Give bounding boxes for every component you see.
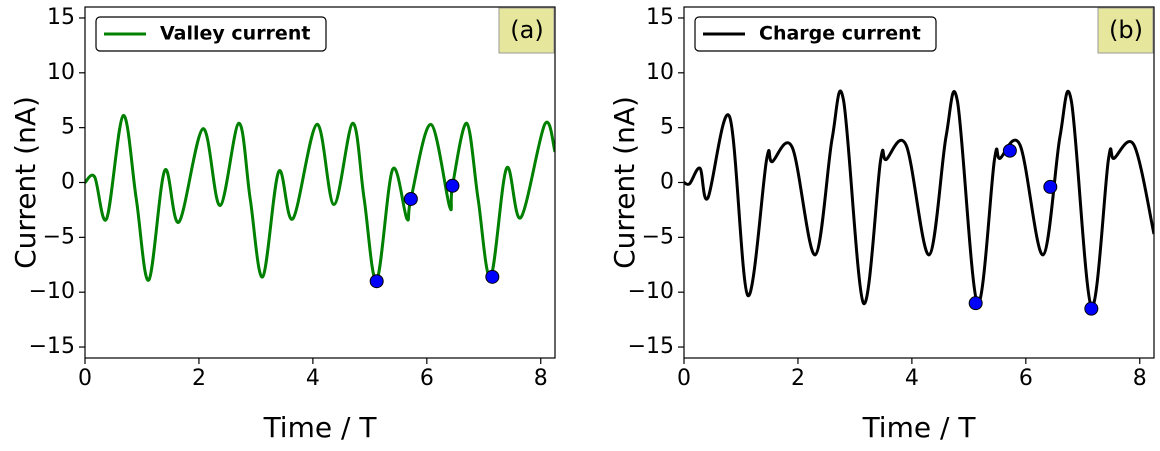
y-tick-label: 15 [646,5,674,30]
panel-label-box [1097,7,1154,54]
legend-box [95,16,327,52]
y-axis-label: Current (nA) [608,96,641,269]
y-tick-label: 5 [61,115,75,140]
x-axis-label: Time / T [862,411,977,444]
panel: −15 −10 −5 0 5 10 15 0 2 4 6 8 Valley current (a) Time… [9,5,556,444]
x-tick-label: 2 [791,366,805,391]
legend-label: Charge current [759,23,921,45]
marker [1084,301,1099,316]
panel-label: (a) [510,16,543,44]
x-tick-label: 0 [677,366,691,391]
y-tick-label: −15 [628,334,674,359]
y-tick-label: −10 [29,279,75,304]
x-tick-label: 0 [78,366,92,391]
marker [968,296,983,311]
y-tick-label: 10 [646,60,674,85]
marker [1002,143,1017,158]
data-line [85,114,555,282]
panel: −15 −10 −5 0 5 10 15 0 2 4 6 8 Charge current (b) Time… [608,5,1155,444]
legend-box [694,16,937,52]
legend-label: Valley current [160,23,310,45]
y-tick-label: 0 [660,170,674,195]
y-tick-label: −5 [642,224,674,249]
y-tick-label: −10 [628,279,674,304]
panel-label-box [498,7,555,54]
panel-label: (b) [1109,16,1143,44]
y-tick-label: −15 [29,334,75,359]
y-tick-label: 5 [660,115,674,140]
x-tick-label: 4 [905,366,919,391]
y-tick-label: −5 [43,224,75,249]
marker [1043,179,1058,194]
marker [369,274,384,289]
x-tick-label: 6 [1019,366,1033,391]
data-line [684,89,1154,308]
plot-frame [683,6,1155,359]
marker [445,178,460,193]
marker [403,191,418,206]
x-tick-label: 8 [534,366,548,391]
y-tick-label: 15 [47,5,75,30]
x-tick-label: 8 [1133,366,1147,391]
x-tick-label: 2 [192,366,206,391]
y-tick-label: 10 [47,60,75,85]
x-tick-label: 4 [306,366,320,391]
x-axis-label: Time / T [263,411,378,444]
plot-frame [84,6,556,359]
marker [485,269,500,284]
y-axis-label: Current (nA) [9,96,42,269]
x-tick-label: 6 [420,366,434,391]
y-tick-label: 0 [61,170,75,195]
